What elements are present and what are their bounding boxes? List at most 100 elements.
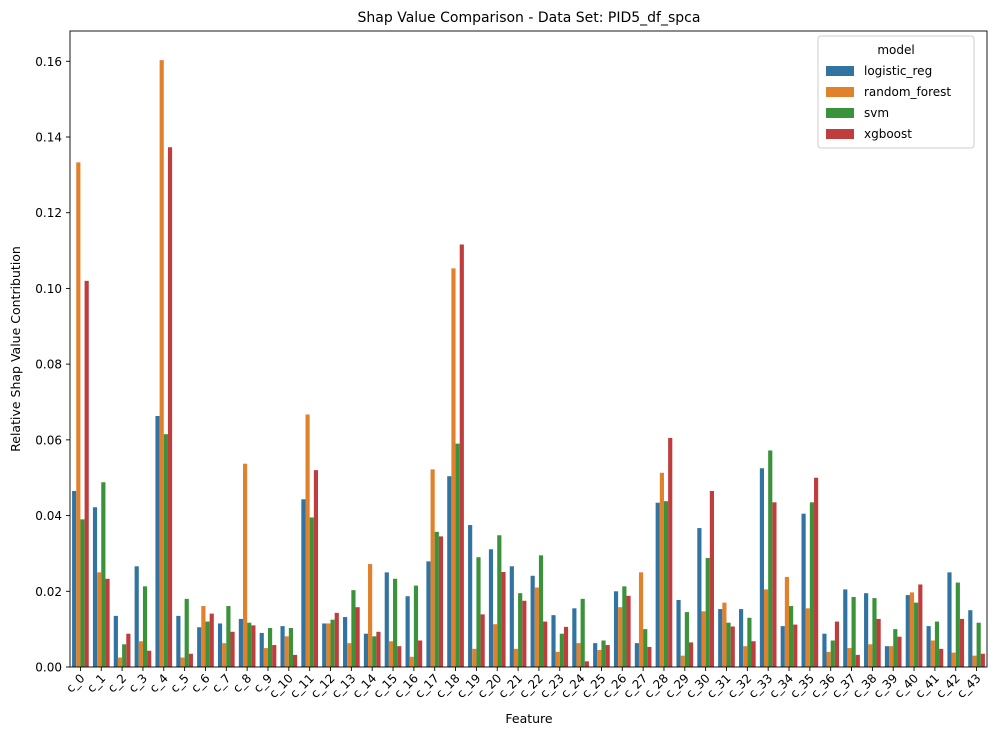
bar-svm-c_9: [267, 628, 273, 667]
bar-random_forest-c_8: [242, 463, 248, 667]
x-tick-label: c_0: [63, 671, 87, 695]
bar-svm-c_14: [372, 636, 377, 667]
bar-logistic_reg-c_11: [301, 499, 306, 667]
x-axis: c_0c_1c_2c_3c_4c_5c_6c_7c_8c_9c_10c_11c_…: [63, 667, 984, 701]
bar-random_forest-c_21: [513, 648, 519, 667]
bar-logistic_reg-c_23: [551, 615, 556, 667]
legend-label-svm: svm: [864, 106, 889, 120]
bar-logistic_reg-c_7: [217, 623, 223, 667]
bar-xgboost-c_7: [230, 631, 235, 667]
bar-xgboost-c_19: [480, 614, 485, 667]
bar-random_forest-c_14: [368, 564, 373, 667]
bar-random_forest-c_5: [180, 657, 185, 667]
x-tick-label: c_6: [188, 671, 212, 695]
bar-logistic_reg-c_13: [343, 617, 348, 667]
bar-random_forest-c_10: [284, 636, 289, 667]
bar-xgboost-c_0: [84, 280, 89, 667]
bar-svm-c_33: [768, 450, 773, 667]
bar-logistic_reg-c_40: [905, 595, 910, 667]
bar-random_forest-c_2: [117, 657, 123, 667]
bar-random_forest-c_16: [409, 656, 414, 667]
bar-logistic_reg-c_28: [655, 502, 660, 667]
bar-xgboost-c_37: [855, 654, 860, 667]
bar-svm-c_20: [497, 535, 502, 667]
bar-xgboost-c_14: [376, 631, 381, 667]
bar-xgboost-c_3: [147, 650, 152, 667]
chart-title: Shap Value Comparison - Data Set: PID5_d…: [358, 10, 701, 26]
bar-svm-c_1: [101, 482, 106, 667]
bar-svm-c_0: [80, 519, 85, 667]
bar-random_forest-c_23: [555, 651, 560, 667]
bar-logistic_reg-c_33: [759, 468, 764, 667]
bar-random_forest-c_6: [201, 606, 206, 667]
bar-svm-c_32: [747, 617, 752, 667]
legend-swatch-logistic_reg: [826, 66, 854, 76]
bar-random_forest-c_37: [847, 648, 852, 667]
bar-logistic_reg-c_31: [718, 609, 723, 667]
x-tick-label: c_7: [209, 671, 233, 695]
bar-random_forest-c_31: [722, 602, 727, 667]
bar-logistic_reg-c_38: [864, 593, 869, 667]
bar-xgboost-c_10: [293, 654, 298, 667]
bar-xgboost-c_39: [897, 636, 902, 667]
bar-random_forest-c_27: [638, 572, 644, 667]
bar-logistic_reg-c_41: [926, 626, 931, 667]
bar-logistic_reg-c_15: [384, 572, 389, 667]
bar-svm-c_38: [872, 598, 877, 667]
bar-svm-c_21: [518, 593, 523, 667]
bar-xgboost-c_23: [563, 626, 569, 667]
bar-random_forest-c_38: [868, 644, 873, 667]
bar-svm-c_19: [476, 557, 481, 667]
legend-label-logistic_reg: logistic_reg: [864, 64, 932, 78]
bar-logistic_reg-c_17: [426, 561, 431, 667]
bar-random_forest-c_11: [305, 414, 310, 667]
bar-xgboost-c_12: [334, 612, 339, 667]
bar-svm-c_36: [830, 640, 835, 667]
bar-xgboost-c_36: [834, 621, 840, 667]
bar-xgboost-c_25: [605, 645, 610, 667]
bar-svm-c_13: [351, 590, 356, 667]
x-tick-label: c_43: [954, 671, 984, 701]
bar-svm-c_39: [893, 629, 898, 667]
bar-xgboost-c_6: [209, 613, 214, 667]
bar-xgboost-c_2: [126, 633, 131, 667]
bar-xgboost-c_22: [543, 621, 548, 667]
bar-random_forest-c_1: [97, 572, 102, 667]
bar-xgboost-c_34: [793, 624, 798, 667]
bar-svm-c_7: [226, 606, 231, 667]
bar-xgboost-c_26: [626, 595, 631, 667]
x-axis-label: Feature: [505, 711, 553, 726]
legend-swatch-svm: [826, 108, 854, 118]
bar-random_forest-c_9: [263, 648, 268, 667]
bar-xgboost-c_18: [459, 244, 464, 667]
bar-xgboost-c_28: [668, 437, 673, 667]
bar-random_forest-c_18: [451, 268, 456, 667]
x-tick-label: c_2: [105, 671, 129, 695]
bar-random_forest-c_15: [388, 641, 394, 667]
bar-logistic_reg-c_10: [280, 626, 285, 667]
legend-box: [817, 35, 975, 149]
bar-svm-c_2: [122, 644, 127, 667]
bar-random_forest-c_40: [909, 592, 915, 667]
bar-logistic_reg-c_18: [447, 476, 452, 667]
bar-random_forest-c_12: [326, 623, 331, 667]
bar-random_forest-c_28: [659, 472, 664, 667]
bar-svm-c_41: [934, 621, 940, 667]
bar-random_forest-c_19: [472, 648, 477, 667]
bar-logistic_reg-c_39: [884, 646, 890, 667]
bar-random_forest-c_20: [493, 624, 498, 667]
y-tick-label: 0.16: [35, 55, 62, 69]
bar-random_forest-c_4: [159, 60, 164, 667]
legend-swatch-xgboost: [826, 129, 854, 139]
bar-svm-c_12: [330, 619, 335, 667]
bar-logistic_reg-c_37: [843, 589, 848, 667]
bar-random_forest-c_24: [576, 643, 581, 667]
bar-svm-c_11: [309, 517, 314, 667]
bar-xgboost-c_11: [313, 470, 319, 667]
y-axis: 0.00 0.02 0.04 0.06 0.08 0.10 0.12 0.14 0.16: [35, 55, 70, 675]
bar-xgboost-c_32: [751, 641, 756, 667]
bar-random_forest-c_29: [680, 655, 685, 667]
bar-random_forest-c_35: [805, 608, 810, 667]
bar-svm-c_6: [205, 621, 210, 667]
